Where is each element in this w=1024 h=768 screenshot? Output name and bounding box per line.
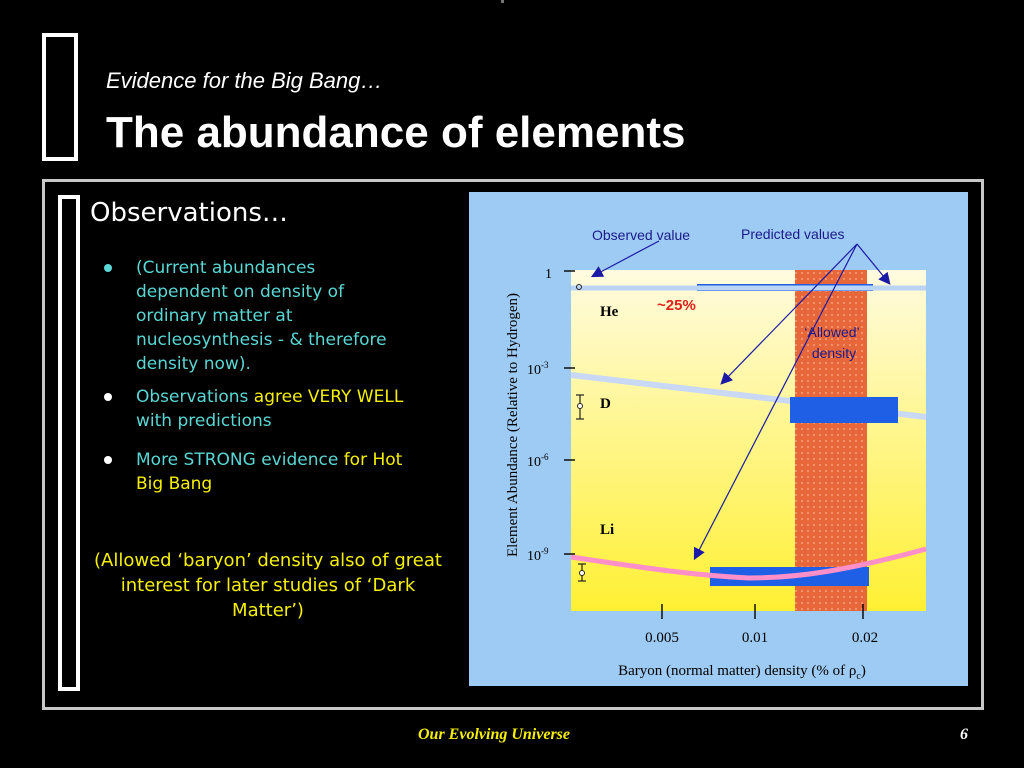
- he-observed-marker: [576, 284, 582, 290]
- y-tick-1: 1: [545, 267, 552, 282]
- predicted-values-label: Predicted values: [741, 226, 845, 242]
- observations-deco-box: [58, 195, 80, 691]
- bullet-dot: [104, 393, 112, 401]
- predicted-arrow-li: [693, 243, 858, 561]
- bullet-text-part: Observations: [136, 387, 254, 407]
- y-tick-1e-6: 10-6: [527, 452, 549, 470]
- y-axis-label: Element Abundance (Relative to Hydrogen): [505, 293, 521, 557]
- observations-heading: Observations…: [90, 198, 288, 228]
- footer-course: Our Evolving Universe: [418, 726, 570, 743]
- bullet-dot: [104, 264, 112, 272]
- allowed-label-line1: ‘Allowed’: [804, 324, 859, 340]
- predicted-arrow-he: [856, 243, 891, 285]
- he-percent-label: ~25%: [657, 297, 696, 314]
- x-tick-001: 0.01: [742, 630, 768, 646]
- observed-arrow: [590, 240, 660, 278]
- slide-title: The abundance of elements: [106, 108, 686, 157]
- bullet-text-emphasis: agree VERY WELL: [253, 387, 404, 407]
- abundance-diagram-svg: 1 10-3 10-6 10-9 0.005 0.01 0.02 Baryon …: [469, 192, 968, 686]
- observed-value-label: Observed value: [592, 227, 690, 243]
- bullet-1: (Current abundances dependent on density…: [104, 256, 406, 376]
- d-observed-marker: [576, 394, 584, 420]
- bullet-text: More STRONG evidence for Hot Big Bang: [136, 448, 406, 496]
- y-tick-marks: [564, 270, 575, 555]
- allowed-label-line2: density: [812, 345, 856, 361]
- d-prediction-box: [790, 397, 898, 423]
- x-tick-0005: 0.005: [645, 630, 679, 646]
- top-dot: [501, 0, 504, 3]
- bullet-text-part: with predictions: [136, 411, 272, 431]
- bullet-text-emphasis: for Hot Big Bang: [136, 450, 403, 494]
- x-tick-marks: [661, 604, 864, 619]
- bullet-dot: [104, 456, 112, 464]
- li-observed-marker: [578, 563, 586, 582]
- li-prediction-curve: [570, 546, 927, 581]
- li-label: Li: [600, 522, 614, 538]
- y-tick-1e-3: 10-3: [527, 360, 549, 378]
- footer-page-number: 6: [960, 726, 968, 743]
- allowed-density-band: [795, 270, 867, 611]
- content-panel: [42, 179, 984, 710]
- slide-subtitle: Evidence for the Big Bang…: [106, 68, 383, 93]
- bullet-text: (Current abundances dependent on density…: [136, 258, 387, 374]
- he-label: He: [600, 304, 619, 320]
- bullet-3: More STRONG evidence for Hot Big Bang: [104, 448, 406, 496]
- dark-matter-note: (Allowed ‘baryon’ density also of great …: [94, 550, 442, 621]
- y-tick-1e-9: 10-9: [527, 546, 549, 564]
- x-axis-label: Baryon (normal matter) density (% of ρc): [618, 663, 866, 682]
- title-deco-box: [42, 33, 78, 161]
- predicted-arrow-d: [720, 243, 858, 385]
- d-label: D: [600, 396, 611, 412]
- bullet-text-part: More STRONG evidence: [136, 450, 344, 470]
- bullet-text: Observations agree VERY WELL with predic…: [136, 385, 406, 433]
- x-tick-002: 0.02: [852, 630, 878, 646]
- abundance-diagram: 1 10-3 10-6 10-9 0.005 0.01 0.02 Baryon …: [469, 192, 968, 686]
- bullet-2: Observations agree VERY WELL with predic…: [104, 385, 406, 433]
